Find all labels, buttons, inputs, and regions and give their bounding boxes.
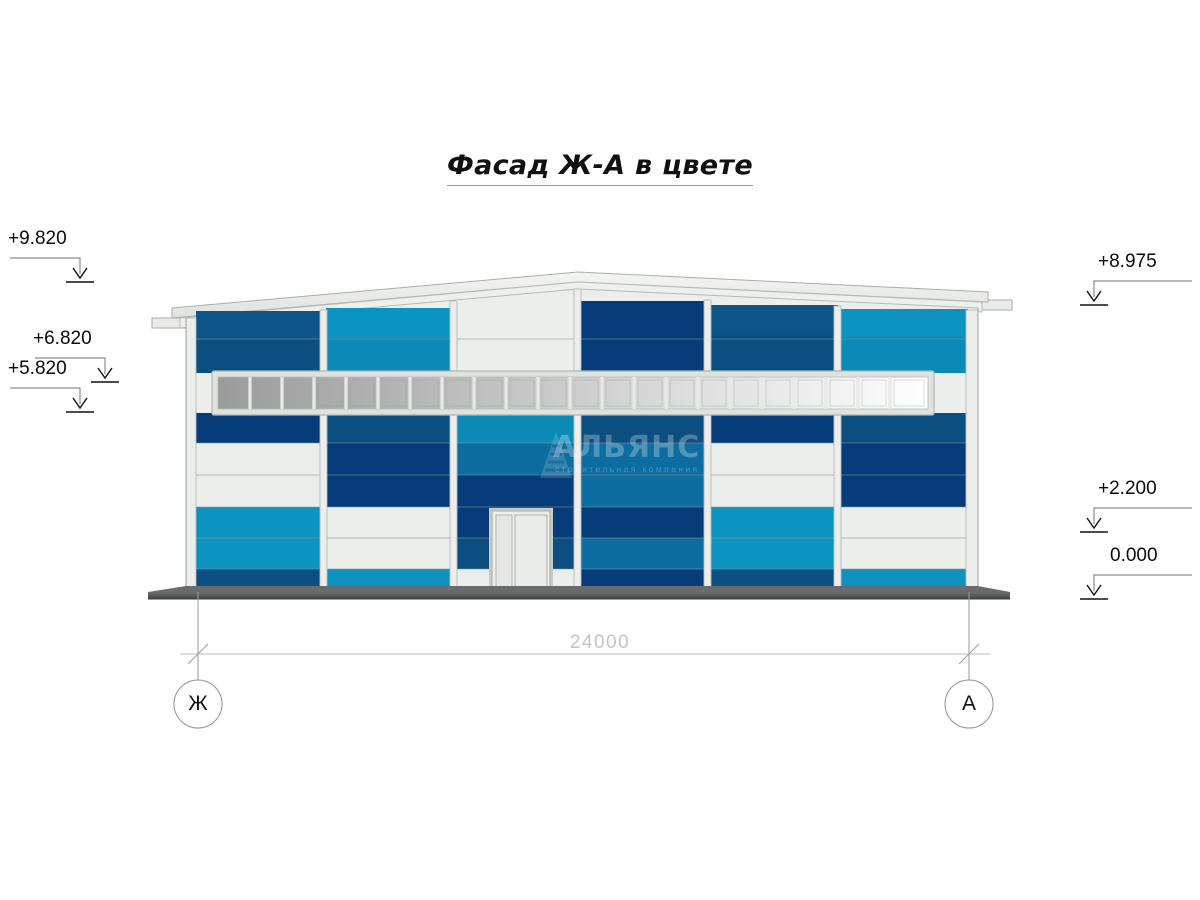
roof-slab — [171, 271, 989, 319]
panel-1-3 — [196, 475, 324, 507]
panel-2-5 — [326, 538, 454, 569]
level-label-5820: +5.820 — [8, 358, 67, 379]
panel-3-2 — [456, 443, 578, 475]
panel-5-1 — [710, 413, 838, 443]
leader-2200 — [1093, 507, 1192, 524]
panel-6-1 — [840, 413, 968, 443]
ribbon-window[interactable] — [211, 370, 935, 416]
leader-0000 — [1093, 574, 1192, 591]
arrowhead-2200 — [1086, 517, 1102, 530]
panel-6-4 — [840, 507, 968, 538]
panel-2-3 — [326, 475, 454, 507]
panel-6-5 — [840, 538, 968, 569]
panel-5-6 — [710, 569, 838, 590]
panel-5-5 — [710, 538, 838, 569]
dimension-tick-right — [958, 643, 980, 665]
upper-panel-5a — [710, 305, 838, 335]
panel-1-6 — [196, 569, 324, 590]
panel-4-6 — [580, 569, 708, 590]
ribbon-window-pane-outlines — [221, 379, 925, 407]
roof — [151, 271, 1013, 329]
level-label-2200: +2.200 — [1098, 478, 1157, 499]
leader-9820 — [10, 257, 81, 274]
panel-5-2 — [710, 443, 838, 475]
dimension-tick-left — [187, 643, 209, 665]
arrowhead-9820 — [72, 267, 88, 280]
roof-fascia — [179, 281, 983, 329]
panel-4-5 — [580, 538, 708, 569]
panel-3-3 — [456, 475, 578, 507]
level-leaders-left — [10, 257, 119, 413]
upper-panel-4 — [580, 301, 708, 373]
dimension-label: 24000 — [569, 632, 631, 653]
upper-panel-bays — [196, 300, 968, 373]
arrowhead-6820 — [97, 367, 113, 380]
panel-2-2 — [326, 443, 454, 475]
panel-4-4 — [580, 507, 708, 538]
panel-4-3 — [580, 475, 708, 507]
level-label-6820: +6.820 — [33, 328, 92, 349]
axis-bubble-a-circle[interactable] — [944, 679, 994, 729]
upper-panel-1a — [196, 311, 324, 339]
panel-6-3 — [840, 475, 968, 507]
panel-6-6 — [840, 569, 968, 590]
lower-panel-bays — [196, 413, 968, 590]
panel-1-5 — [196, 538, 324, 569]
arrowhead-0000 — [1086, 584, 1102, 597]
axis-bubble-a-label[interactable]: A — [961, 692, 976, 715]
panel-1-2 — [196, 443, 324, 475]
panel-1-4 — [196, 507, 324, 538]
watermark-logo-mark — [540, 432, 572, 478]
dimension-group — [180, 592, 990, 680]
panel-2-6 — [326, 569, 454, 590]
panel-1-1 — [196, 413, 324, 443]
level-label-0000: 0.000 — [1110, 545, 1158, 566]
axis-bubbles[interactable] — [173, 679, 994, 729]
panel-3-1 — [456, 413, 578, 443]
ground-line — [148, 586, 1010, 600]
door-leaf — [514, 514, 548, 590]
axis-bubble-zh-label[interactable]: Ж — [188, 692, 208, 715]
panel-6-2 — [840, 443, 968, 475]
building-outline — [185, 308, 979, 590]
panel-2-4 — [326, 507, 454, 538]
level-leaders-right — [1080, 280, 1192, 600]
panel-4-1 — [580, 413, 708, 443]
entrance-door[interactable] — [484, 508, 560, 595]
ribbon-window-mullions — [248, 377, 892, 409]
arrowhead-8975 — [1086, 290, 1102, 303]
panel-4-2 — [580, 443, 708, 475]
level-label-8975: +8.975 — [1098, 251, 1157, 272]
arrowhead-5820 — [72, 397, 88, 410]
axis-bubble-zh-circle[interactable] — [173, 679, 223, 729]
upper-panel-2a — [326, 308, 454, 338]
upper-panel-6a — [840, 309, 968, 337]
ribbon-window-glazing — [217, 376, 929, 410]
leader-6820 — [35, 357, 106, 374]
upper-panel-3 — [456, 300, 578, 373]
level-label-9820: +9.820 — [8, 228, 67, 249]
leader-8975 — [1093, 280, 1192, 297]
panel-5-3 — [710, 475, 838, 507]
panel-5-4 — [710, 507, 838, 538]
door-sidelight — [495, 514, 513, 590]
leader-5820 — [10, 387, 81, 404]
panel-2-1 — [326, 413, 454, 443]
